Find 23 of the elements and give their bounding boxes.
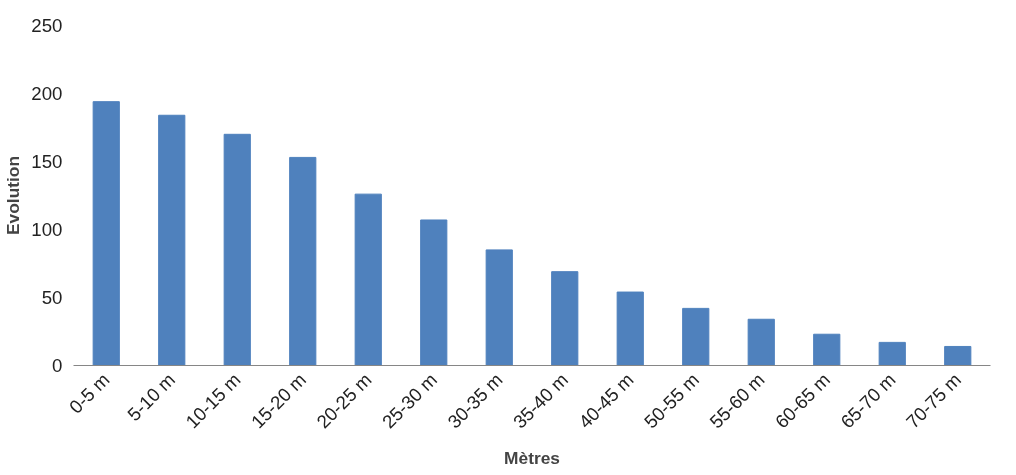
y-tick-label: 0 bbox=[52, 355, 63, 376]
bar bbox=[878, 341, 906, 366]
x-tick-label: 0-5 m bbox=[65, 369, 114, 418]
x-axis-title: Mètres bbox=[504, 447, 560, 468]
bar bbox=[354, 193, 382, 366]
bar bbox=[813, 333, 841, 366]
bar bbox=[485, 249, 513, 366]
y-tick-label: 100 bbox=[31, 219, 63, 240]
y-axis-title: Evolution bbox=[3, 156, 24, 235]
bar bbox=[223, 133, 251, 366]
bar bbox=[158, 114, 186, 366]
y-tick-label: 50 bbox=[41, 287, 63, 308]
y-tick-label: 150 bbox=[31, 151, 63, 172]
bar bbox=[551, 271, 579, 366]
bar bbox=[682, 307, 710, 366]
bar bbox=[92, 101, 120, 366]
bar bbox=[420, 219, 448, 366]
y-tick-label: 250 bbox=[31, 15, 63, 36]
bar bbox=[616, 291, 644, 366]
bar bbox=[747, 318, 775, 366]
bar bbox=[289, 156, 317, 366]
y-tick-label: 200 bbox=[31, 83, 63, 104]
bar bbox=[944, 345, 972, 366]
